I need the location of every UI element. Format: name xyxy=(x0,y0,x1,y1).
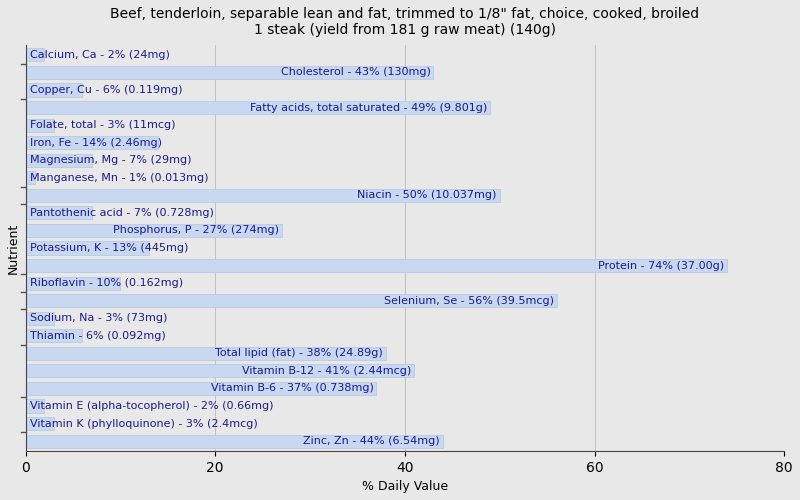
Text: Vitamin E (alpha-tocopherol) - 2% (0.66mg): Vitamin E (alpha-tocopherol) - 2% (0.66m… xyxy=(30,401,274,411)
Text: Vitamin B-6 - 37% (0.738mg): Vitamin B-6 - 37% (0.738mg) xyxy=(210,384,374,394)
Text: Cholesterol - 43% (130mg): Cholesterol - 43% (130mg) xyxy=(281,68,430,78)
Text: Total lipid (fat) - 38% (24.89g): Total lipid (fat) - 38% (24.89g) xyxy=(215,348,383,358)
Bar xyxy=(26,400,45,412)
Text: Sodium, Na - 3% (73mg): Sodium, Na - 3% (73mg) xyxy=(30,313,168,323)
Bar xyxy=(26,242,149,254)
Bar xyxy=(26,417,54,430)
Text: Selenium, Se - 56% (39.5mcg): Selenium, Se - 56% (39.5mcg) xyxy=(384,296,554,306)
Bar xyxy=(26,66,434,79)
Text: Vitamin B-12 - 41% (2.44mcg): Vitamin B-12 - 41% (2.44mcg) xyxy=(242,366,411,376)
Bar xyxy=(26,84,82,96)
Bar xyxy=(26,294,557,308)
Text: Potassium, K - 13% (445mg): Potassium, K - 13% (445mg) xyxy=(30,243,189,253)
Text: Iron, Fe - 14% (2.46mg): Iron, Fe - 14% (2.46mg) xyxy=(30,138,162,147)
Bar xyxy=(26,154,92,167)
Text: Niacin - 50% (10.037mg): Niacin - 50% (10.037mg) xyxy=(358,190,497,200)
Bar xyxy=(26,364,414,378)
Bar xyxy=(26,347,386,360)
Bar xyxy=(26,276,120,289)
Text: Zinc, Zn - 44% (6.54mg): Zinc, Zn - 44% (6.54mg) xyxy=(303,436,440,446)
Bar xyxy=(26,189,500,202)
Bar xyxy=(26,118,54,132)
Bar xyxy=(26,101,490,114)
Text: Phosphorus, P - 27% (274mg): Phosphorus, P - 27% (274mg) xyxy=(113,226,278,235)
Bar xyxy=(26,382,377,395)
Text: Fatty acids, total saturated - 49% (9.801g): Fatty acids, total saturated - 49% (9.80… xyxy=(250,102,487,113)
Text: Vitamin K (phylloquinone) - 3% (2.4mcg): Vitamin K (phylloquinone) - 3% (2.4mcg) xyxy=(30,418,258,428)
Y-axis label: Nutrient: Nutrient xyxy=(7,222,20,274)
Text: Riboflavin - 10% (0.162mg): Riboflavin - 10% (0.162mg) xyxy=(30,278,183,288)
Bar xyxy=(26,48,45,62)
Title: Beef, tenderloin, separable lean and fat, trimmed to 1/8" fat, choice, cooked, b: Beef, tenderloin, separable lean and fat… xyxy=(110,7,699,37)
Bar xyxy=(26,312,54,325)
Bar xyxy=(26,224,282,237)
Text: Calcium, Ca - 2% (24mg): Calcium, Ca - 2% (24mg) xyxy=(30,50,170,60)
Text: Copper, Cu - 6% (0.119mg): Copper, Cu - 6% (0.119mg) xyxy=(30,85,182,95)
Bar xyxy=(26,206,92,220)
Bar xyxy=(26,171,35,184)
Text: Protein - 74% (37.00g): Protein - 74% (37.00g) xyxy=(598,260,725,270)
Text: Manganese, Mn - 1% (0.013mg): Manganese, Mn - 1% (0.013mg) xyxy=(30,173,209,183)
Text: Thiamin - 6% (0.092mg): Thiamin - 6% (0.092mg) xyxy=(30,331,166,341)
Bar xyxy=(26,329,82,342)
Bar xyxy=(26,259,727,272)
Bar xyxy=(26,434,443,448)
Text: Magnesium, Mg - 7% (29mg): Magnesium, Mg - 7% (29mg) xyxy=(30,155,192,165)
Text: Pantothenic acid - 7% (0.728mg): Pantothenic acid - 7% (0.728mg) xyxy=(30,208,214,218)
X-axis label: % Daily Value: % Daily Value xyxy=(362,480,448,493)
Bar xyxy=(26,136,158,149)
Text: Folate, total - 3% (11mcg): Folate, total - 3% (11mcg) xyxy=(30,120,176,130)
